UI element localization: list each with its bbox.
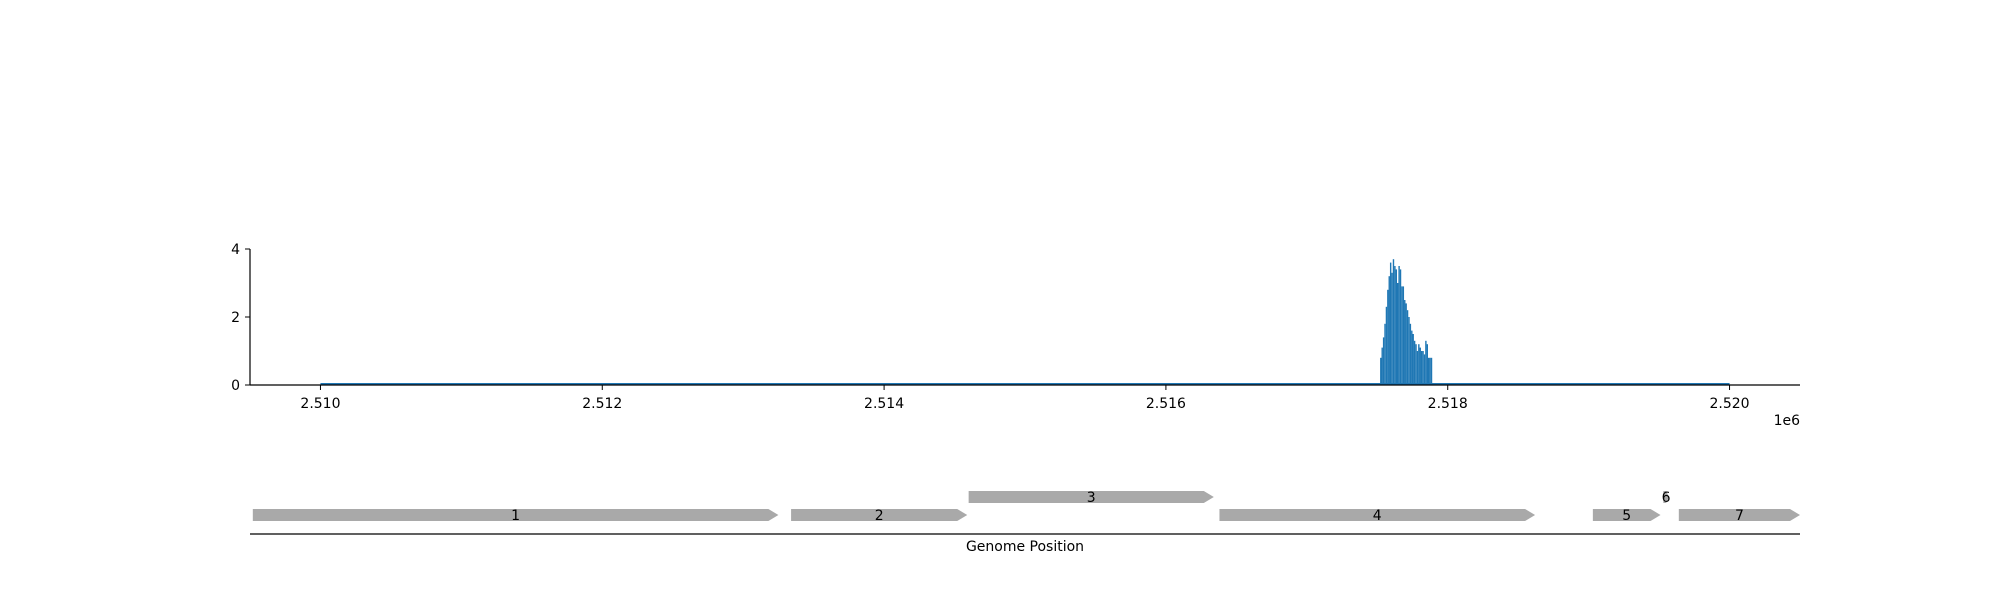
coverage-bar <box>1405 303 1407 385</box>
x-tick-label: 2.518 <box>1428 396 1468 412</box>
coverage-y-ticks: 0 2 4 <box>231 242 250 394</box>
x-tick-label: 2.520 <box>1709 396 1749 412</box>
coverage-bar <box>1419 347 1421 385</box>
coverage-bar <box>1422 351 1424 385</box>
x-axis-offset-label: 1e6 <box>1774 413 1801 429</box>
coverage-bar <box>1389 262 1392 385</box>
coverage-bar <box>1423 354 1426 385</box>
coverage-bar <box>1394 266 1396 385</box>
gene-label: 7 <box>1735 508 1744 524</box>
x-tick-label: 2.512 <box>582 396 622 412</box>
coverage-bars <box>1380 259 1433 385</box>
y-tick-label: 2 <box>231 310 240 326</box>
x-tick-label: 2.514 <box>864 396 904 412</box>
coverage-bar <box>1384 323 1386 385</box>
coverage-bar <box>1413 340 1416 385</box>
coverage-panel: 2.510 2.512 2.514 2.516 2.518 2.520 0 2 4 1e6 <box>231 242 1800 429</box>
coverage-bar <box>1411 330 1413 385</box>
coverage-bar <box>1428 357 1430 385</box>
coverage-bar <box>1426 344 1428 385</box>
y-tick-label: 0 <box>231 378 240 394</box>
coverage-bar <box>1408 317 1410 385</box>
y-tick-label: 4 <box>231 242 240 258</box>
gene-track-x-label: Genome Position <box>966 539 1084 555</box>
gene-label: 2 <box>875 508 884 524</box>
coverage-bar <box>1412 334 1414 385</box>
gene-arrows: 1 2 3 4 5 6 7 <box>252 490 1800 524</box>
gene-track-panel: 1 2 3 4 5 6 7 Genome Position <box>250 490 1800 555</box>
gene-arrow <box>252 509 779 521</box>
coverage-x-ticks: 2.510 2.512 2.514 2.516 2.518 2.520 <box>300 385 1750 412</box>
gene-arrow <box>1219 509 1536 521</box>
gene-label: 1 <box>511 508 520 524</box>
gene-label: 3 <box>1087 490 1096 506</box>
coverage-bar <box>1382 337 1385 385</box>
coverage-bar <box>1425 340 1427 385</box>
x-tick-label: 2.510 <box>300 396 340 412</box>
coverage-bar <box>1406 310 1409 385</box>
coverage-bar <box>1385 306 1388 385</box>
coverage-bar <box>1380 357 1382 385</box>
coverage-bar <box>1391 272 1393 385</box>
gene-label: 5 <box>1622 508 1631 524</box>
coverage-bar <box>1395 269 1397 385</box>
gene-label: 4 <box>1373 508 1382 524</box>
coverage-bar <box>1404 300 1406 385</box>
coverage-bar <box>1399 269 1402 385</box>
coverage-bar <box>1430 357 1433 385</box>
gene-arrow <box>1592 509 1661 521</box>
coverage-bar <box>1387 289 1389 385</box>
coverage-bar <box>1401 286 1403 385</box>
coverage-bar <box>1409 323 1412 385</box>
gene-arrow <box>968 491 1214 503</box>
gene-arrow <box>1663 491 1669 503</box>
coverage-bar <box>1418 344 1420 385</box>
coverage-bar <box>1397 283 1399 385</box>
coverage-bar <box>1392 259 1395 385</box>
coverage-bar <box>1402 286 1405 385</box>
coverage-bar <box>1388 276 1390 385</box>
coverage-bar <box>1429 357 1431 385</box>
coverage-bar <box>1420 351 1423 385</box>
gene-arrow <box>1678 509 1800 521</box>
coverage-bar <box>1398 266 1400 385</box>
coverage-bar <box>1416 351 1419 385</box>
gene-label: 6 <box>1662 490 1671 506</box>
x-tick-label: 2.516 <box>1146 396 1186 412</box>
gene-arrow <box>791 509 968 521</box>
coverage-bar <box>1381 347 1383 385</box>
coverage-bar <box>1415 344 1417 385</box>
